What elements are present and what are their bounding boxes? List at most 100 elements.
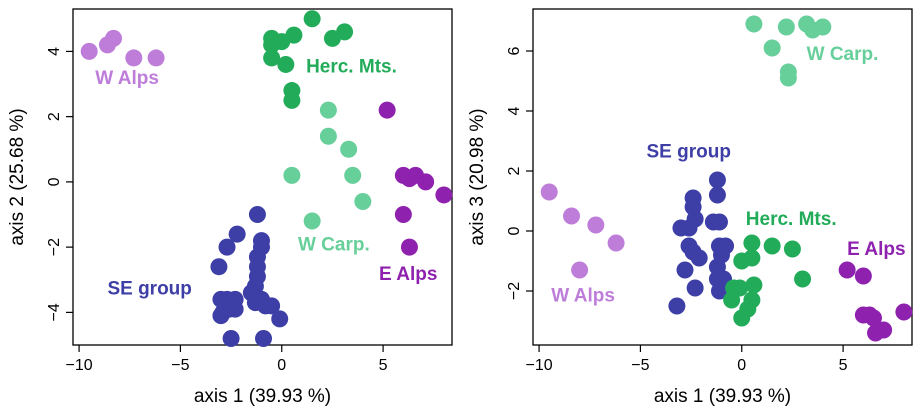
data-point bbox=[80, 42, 98, 60]
data-point bbox=[255, 329, 273, 347]
x-axis-title: axis 1 (39.93 %) bbox=[654, 386, 791, 407]
data-point bbox=[263, 49, 281, 67]
y-tick-label: 0 bbox=[46, 177, 63, 186]
data-point bbox=[587, 216, 605, 234]
data-point bbox=[378, 101, 396, 119]
data-point bbox=[248, 206, 266, 224]
x-axis-title: axis 1 (39.93 %) bbox=[194, 386, 331, 407]
data-point bbox=[303, 212, 321, 230]
y-tick-label: −4 bbox=[46, 303, 63, 321]
data-point bbox=[147, 49, 165, 67]
data-point bbox=[344, 166, 362, 184]
y-tick-label: 2 bbox=[506, 166, 523, 175]
series-se-group bbox=[668, 171, 735, 315]
x-tick-label: 5 bbox=[379, 357, 388, 374]
data-point bbox=[745, 15, 763, 33]
x-tick-label: −10 bbox=[526, 357, 553, 374]
group-label: W Alps bbox=[551, 286, 615, 307]
data-point bbox=[400, 238, 418, 256]
data-point bbox=[283, 91, 301, 109]
data-point bbox=[763, 39, 781, 57]
series-se-group bbox=[210, 206, 289, 347]
data-point bbox=[435, 186, 453, 204]
series-herc-mts bbox=[263, 10, 354, 109]
scatter-panel-1: −10 −5 0 5 −4 −2 0 2 4 axis 1 (39.93 %) axis 2 (25… bbox=[7, 8, 453, 407]
data-point bbox=[226, 300, 244, 318]
data-point bbox=[723, 291, 741, 309]
data-point bbox=[263, 297, 281, 315]
data-point bbox=[686, 279, 704, 297]
data-point bbox=[319, 127, 337, 145]
data-point bbox=[763, 237, 781, 255]
y-axis-title: axis 2 (25.68 %) bbox=[7, 108, 28, 245]
data-point bbox=[864, 309, 882, 327]
data-point bbox=[212, 307, 230, 325]
data-point bbox=[285, 26, 303, 44]
y-tick-label: 0 bbox=[506, 226, 523, 235]
data-point bbox=[854, 267, 872, 285]
data-point bbox=[607, 234, 625, 252]
data-point bbox=[222, 329, 240, 347]
x-tick-label: −5 bbox=[631, 357, 649, 374]
data-point bbox=[218, 238, 236, 256]
y-tick-label: −2 bbox=[46, 238, 63, 256]
scatter-panel-2: −10 −5 0 5 −2 0 2 4 6 axis 1 (39.93 %) axis 3 (20.… bbox=[467, 8, 913, 407]
data-point bbox=[794, 270, 812, 288]
series-w-alps bbox=[540, 183, 625, 279]
data-point bbox=[733, 309, 751, 327]
x-tick-label: −5 bbox=[171, 357, 189, 374]
plot-frame bbox=[532, 8, 913, 346]
series-e-alps bbox=[378, 101, 453, 256]
series-w-alps bbox=[80, 29, 165, 67]
series-e-alps bbox=[838, 261, 913, 342]
data-point bbox=[708, 171, 726, 189]
data-point bbox=[210, 258, 228, 276]
data-point bbox=[303, 10, 321, 28]
data-point bbox=[895, 303, 913, 321]
data-point bbox=[394, 206, 412, 224]
group-label: W Carp. bbox=[807, 44, 879, 65]
data-point bbox=[743, 234, 761, 252]
data-point bbox=[283, 166, 301, 184]
data-point bbox=[710, 213, 728, 231]
data-point bbox=[731, 279, 749, 297]
group-label: SE group bbox=[107, 278, 191, 299]
data-point bbox=[277, 55, 295, 73]
x-tick-label: 0 bbox=[277, 357, 286, 374]
group-label: Herc. Mts. bbox=[306, 57, 397, 78]
data-point bbox=[783, 240, 801, 258]
data-point bbox=[336, 23, 354, 41]
group-label: E Alps bbox=[379, 264, 437, 285]
data-point bbox=[271, 310, 289, 328]
series-w-carp bbox=[745, 15, 832, 87]
y-tick-label: −2 bbox=[506, 282, 523, 300]
data-point bbox=[668, 297, 686, 315]
data-point bbox=[571, 261, 589, 279]
data-point bbox=[710, 282, 728, 300]
group-label: E Alps bbox=[847, 239, 905, 260]
data-point bbox=[875, 321, 893, 339]
data-point bbox=[417, 173, 435, 191]
data-point bbox=[354, 192, 372, 210]
data-point bbox=[777, 18, 795, 36]
group-label: Herc. Mts. bbox=[746, 209, 837, 230]
series-w-carp bbox=[283, 101, 372, 230]
series-herc-mts bbox=[723, 234, 812, 327]
data-point bbox=[125, 49, 143, 67]
data-point bbox=[708, 186, 726, 204]
y-tick-label: 6 bbox=[506, 46, 523, 55]
y-axis-title: axis 3 (20.98 %) bbox=[467, 108, 488, 245]
data-point bbox=[814, 18, 832, 36]
y-tick-label: 4 bbox=[506, 106, 523, 115]
x-tick-label: −10 bbox=[66, 357, 93, 374]
data-point bbox=[540, 183, 558, 201]
data-point bbox=[319, 101, 337, 119]
data-point bbox=[676, 261, 694, 279]
data-point bbox=[105, 29, 123, 47]
y-tick-label: 4 bbox=[46, 47, 63, 56]
data-point bbox=[743, 249, 761, 267]
data-point bbox=[228, 225, 246, 243]
data-point bbox=[563, 207, 581, 225]
group-label: W Carp. bbox=[298, 234, 370, 255]
